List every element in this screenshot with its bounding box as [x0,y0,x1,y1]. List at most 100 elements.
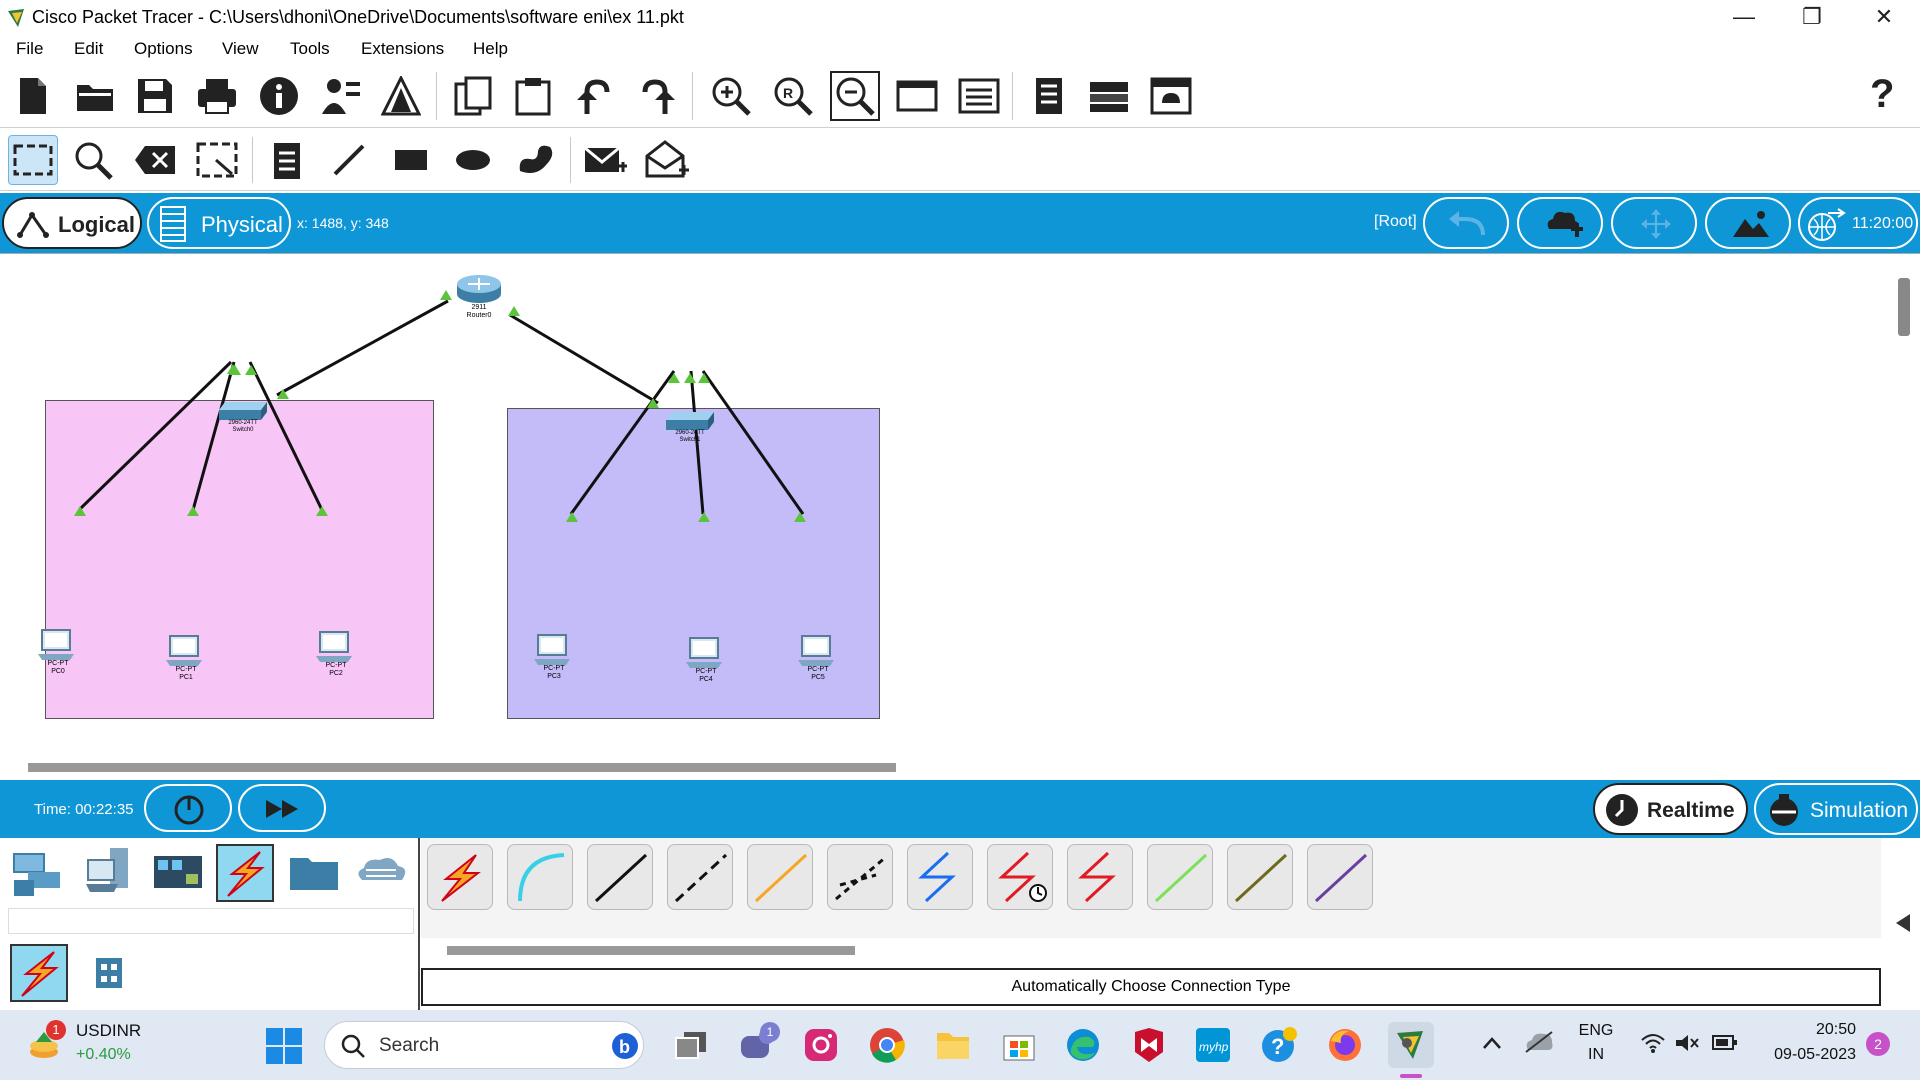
draw-rectangle-icon[interactable] [386,135,436,185]
volume-muted-icon[interactable] [1674,1032,1700,1054]
open-folder-icon[interactable] [70,71,120,121]
zone-rectangle-pink[interactable] [45,400,434,719]
language-top[interactable]: ENG [1578,1022,1614,1039]
paste-icon[interactable] [508,71,558,121]
auto-connection-icon[interactable] [427,844,493,910]
pc3[interactable]: PC-PT PC3 [532,633,576,685]
drawing-palette-icon[interactable] [892,71,942,121]
console-cable-icon[interactable] [507,844,573,910]
iot-custom-cable-icon[interactable] [1227,844,1293,910]
straight-through-cable-icon[interactable] [587,844,653,910]
instagram-icon[interactable] [798,1022,844,1068]
save-icon[interactable] [130,71,180,121]
battery-icon[interactable] [1712,1034,1738,1052]
connections-subcategory-icon[interactable] [10,944,68,1002]
place-note-icon[interactable] [262,135,312,185]
device-template-icon[interactable] [1084,71,1134,121]
fiber-cable-icon[interactable] [747,844,813,910]
zoom-out-icon[interactable] [830,71,880,121]
crossover-cable-icon[interactable] [667,844,733,910]
move-object-button[interactable] [1611,197,1697,249]
maximize-button[interactable]: ❐ [1802,4,1822,29]
zoom-in-icon[interactable] [706,71,756,121]
copy-icon[interactable] [448,71,498,121]
zoom-reset-icon[interactable]: R [768,71,818,121]
taskbar-date[interactable]: 09-05-2023 [1774,1046,1856,1063]
switch0[interactable]: 2960-24TT Switch0 [215,400,271,440]
taskbar-search-box[interactable]: Search b [324,1021,644,1069]
collapse-arrow-icon[interactable] [1894,912,1912,934]
language-bottom[interactable]: IN [1588,1046,1604,1063]
custom-device-dialog-icon[interactable] [954,71,1004,121]
minimize-button[interactable]: — [1733,4,1755,29]
network-controller-icon[interactable] [1146,71,1196,121]
resize-shape-icon[interactable] [192,135,242,185]
add-complex-pdu-icon[interactable] [642,135,692,185]
menu-extensions[interactable]: Extensions [361,39,445,58]
info-icon[interactable] [254,71,304,121]
back-button[interactable] [1423,197,1509,249]
connections-category-icon[interactable] [216,844,274,902]
pc0[interactable]: PC-PT PC0 [36,628,80,680]
teams-chat-icon[interactable]: 1 [734,1022,780,1068]
menu-help[interactable]: Help [473,39,508,58]
edge-icon[interactable] [1060,1022,1106,1068]
draw-line-icon[interactable] [324,135,374,185]
close-button[interactable]: ✕ [1874,4,1894,29]
select-icon[interactable] [8,135,58,185]
serial-dce-cable-icon[interactable] [987,844,1053,910]
new-file-icon[interactable] [8,71,58,121]
microsoft-store-icon[interactable] [996,1022,1042,1068]
switch1[interactable]: 2960-24TT Switch1 [662,410,718,450]
components-category-icon[interactable] [150,844,208,902]
viewport-button[interactable]: 11:20:00 [1798,197,1918,249]
new-cluster-button[interactable] [1517,197,1603,249]
pc1[interactable]: PC-PT PC1 [164,634,208,686]
vertical-scrollbar-thumb[interactable] [1898,278,1910,336]
pc5[interactable]: PC-PT PC5 [796,634,840,686]
tab-physical[interactable]: Physical [147,197,291,249]
realtime-mode-button[interactable]: Realtime [1593,783,1748,835]
custom-device-icon[interactable] [376,71,426,121]
packet-tracer-taskbar-icon[interactable] [1388,1022,1434,1068]
cable-list-scrollbar-thumb[interactable] [447,946,855,955]
pc4[interactable]: PC-PT PC4 [684,636,728,688]
serial-dte-cable-icon[interactable] [1067,844,1133,910]
print-icon[interactable] [192,71,242,121]
fast-forward-button[interactable] [238,784,326,832]
redo-icon[interactable] [632,71,682,121]
stock-ticker-icon[interactable]: 1 [26,1020,66,1064]
myhp-icon[interactable]: myhp [1190,1022,1236,1068]
miscellaneous-category-icon[interactable] [286,844,344,902]
onedrive-icon[interactable] [1524,1030,1554,1054]
octal-cable-icon[interactable] [1147,844,1213,910]
tab-logical[interactable]: Logical [2,197,142,249]
menu-options[interactable]: Options [134,39,193,58]
pdu-list-icon[interactable] [1024,71,1074,121]
notification-count-badge[interactable]: 2 [1866,1032,1890,1056]
network-wizard-icon[interactable] [316,71,366,121]
menu-tools[interactable]: Tools [290,39,330,58]
end-devices-category-icon[interactable] [84,844,142,902]
file-explorer-icon[interactable] [930,1022,976,1068]
task-view-icon[interactable] [668,1022,714,1068]
chevron-up-icon[interactable] [1482,1036,1502,1050]
router0[interactable]: 2911 Router0 [454,272,504,332]
grid-icon[interactable] [94,956,124,990]
chrome-icon[interactable] [864,1022,910,1068]
get-help-icon[interactable]: ? [1256,1022,1302,1068]
add-simple-pdu-icon[interactable] [580,135,630,185]
delete-icon[interactable] [130,135,180,185]
windows-start-icon[interactable] [266,1028,302,1064]
menu-file[interactable]: File [16,39,44,58]
network-devices-category-icon[interactable] [10,844,68,902]
menu-view[interactable]: View [222,39,259,58]
pc2[interactable]: PC-PT PC2 [314,630,358,682]
phone-cable-icon[interactable] [827,844,893,910]
coaxial-cable-icon[interactable] [907,844,973,910]
freeform-icon[interactable] [510,135,560,185]
undo-icon[interactable] [570,71,620,121]
multiuser-connection-category-icon[interactable] [352,844,412,902]
menu-edit[interactable]: Edit [74,39,104,58]
simulation-mode-button[interactable]: Simulation [1754,783,1918,835]
